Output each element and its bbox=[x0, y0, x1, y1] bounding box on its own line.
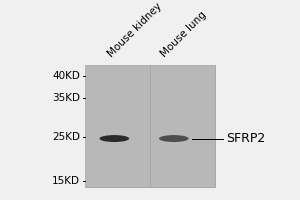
Ellipse shape bbox=[159, 135, 189, 142]
Text: 35KD: 35KD bbox=[52, 93, 80, 103]
Text: 15KD: 15KD bbox=[52, 176, 80, 186]
Text: SFRP2: SFRP2 bbox=[226, 132, 265, 145]
Text: 25KD: 25KD bbox=[52, 132, 80, 142]
Text: 40KD: 40KD bbox=[52, 71, 80, 81]
Bar bbox=[85, 65, 215, 187]
Text: Mouse kidney: Mouse kidney bbox=[106, 1, 164, 59]
Bar bbox=[85, 65, 215, 187]
Ellipse shape bbox=[100, 135, 129, 142]
Text: Mouse lung: Mouse lung bbox=[159, 10, 209, 59]
